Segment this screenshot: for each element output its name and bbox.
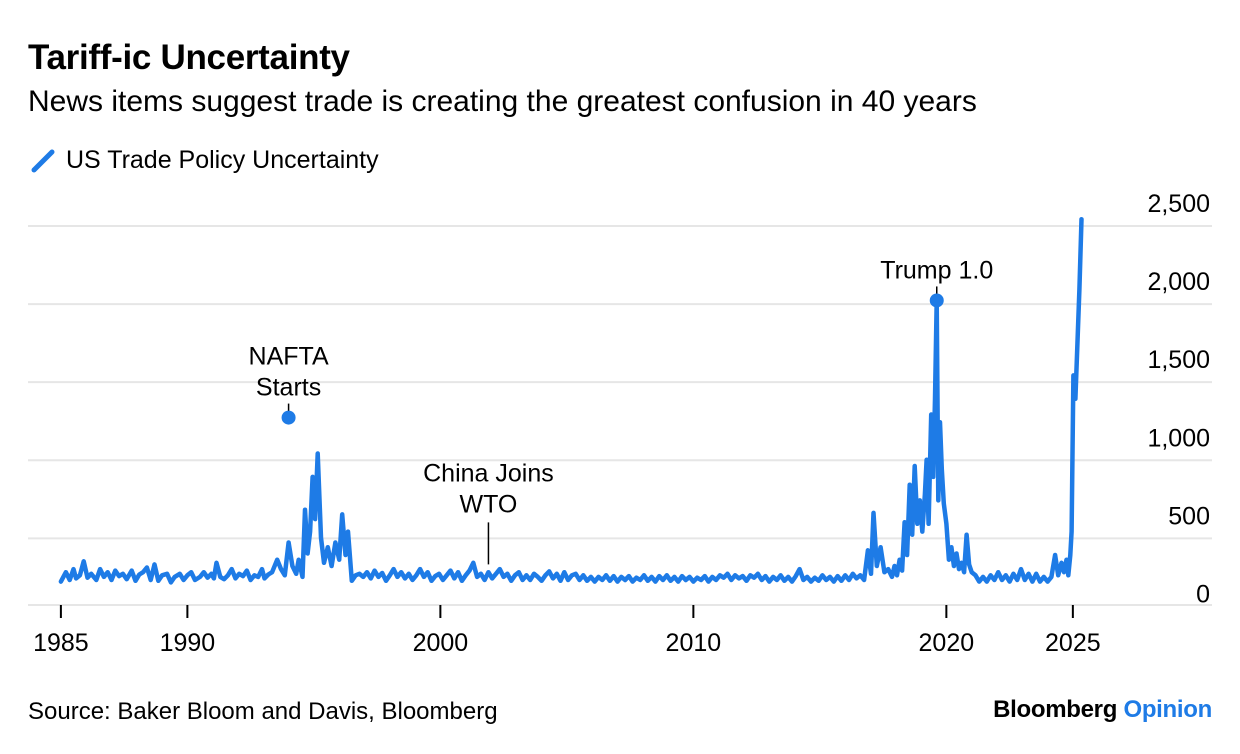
source-note: Source: Baker Bloom and Davis, Bloomberg	[28, 698, 498, 725]
annotation-label: WTO	[460, 490, 518, 518]
annotation-label: China Joins	[423, 459, 554, 487]
x-tick-label: 2020	[919, 629, 975, 657]
annotation-dot	[929, 293, 944, 308]
x-tick-label: 1985	[33, 629, 89, 657]
y-tick-label: 2,500	[1147, 190, 1210, 218]
legend-label: US Trade Policy Uncertainty	[66, 146, 379, 174]
annotation-label: NAFTA	[249, 343, 329, 371]
annotation-label: Starts	[256, 374, 321, 402]
x-tick-label: 2010	[666, 629, 722, 657]
annotation-label: Trump 1.0	[880, 256, 993, 284]
y-tick-label: 2,000	[1147, 268, 1210, 296]
legend-line-icon	[31, 149, 55, 172]
chart-subtitle: News items suggest trade is creating the…	[28, 85, 977, 118]
x-tick-label: 1990	[160, 629, 216, 657]
y-tick-label: 0	[1196, 580, 1210, 608]
legend: US Trade Policy Uncertainty	[30, 146, 379, 175]
brand-accent: Opinion	[1123, 696, 1212, 723]
y-tick-label: 500	[1168, 502, 1210, 530]
y-tick-label: 1,000	[1147, 424, 1210, 452]
brand-main: Bloomberg	[993, 696, 1118, 723]
series-line	[58, 216, 1084, 585]
chart-title: Tariff-ic Uncertainty	[28, 38, 350, 77]
x-tick-label: 2000	[413, 629, 469, 657]
brand-logo: Bloomberg Opinion	[993, 696, 1212, 724]
annotation-dot	[281, 410, 296, 425]
y-tick-label: 1,500	[1147, 346, 1210, 374]
x-tick-label: 2025	[1045, 629, 1101, 657]
